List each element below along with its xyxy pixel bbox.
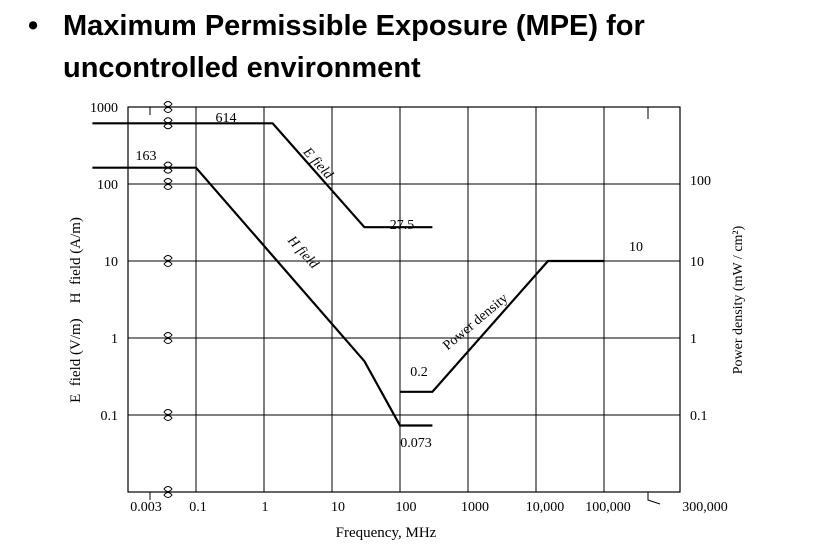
axis-break-marks bbox=[163, 101, 173, 498]
break-mark bbox=[163, 415, 173, 421]
break-mark bbox=[163, 255, 173, 261]
x-tick-label: 1000 bbox=[461, 500, 489, 515]
data-label: 27.5 bbox=[390, 218, 415, 233]
series-line-power-density bbox=[400, 259, 604, 393]
break-mark bbox=[163, 184, 173, 190]
x-tick-label: 1 bbox=[262, 500, 269, 515]
x-tick-label: 10,000 bbox=[526, 500, 565, 515]
y-tick-label-right: 1 bbox=[690, 332, 697, 347]
chart-frame bbox=[127, 106, 681, 505]
slide-title-line-1: Maximum Permissible Exposure (MPE) for bbox=[63, 10, 645, 42]
plot-frame bbox=[127, 106, 681, 493]
y-tick-label-left: 1 bbox=[111, 332, 118, 347]
x-tick-label: 100,000 bbox=[585, 500, 631, 515]
x-tick-label: 0.003 bbox=[130, 500, 162, 515]
y-tick-label-right: 0.1 bbox=[690, 409, 708, 424]
break-mark bbox=[163, 123, 173, 130]
break-mark bbox=[163, 101, 173, 107]
y-axis-label-right: Power density (mW / cm²) bbox=[731, 225, 746, 374]
series-line-e-field bbox=[92, 122, 433, 229]
break-mark bbox=[163, 161, 173, 168]
tick-labels: 0.003 0.1 1 10 100 1000 10,000 100,000 300,00010… bbox=[90, 101, 728, 515]
break-mark bbox=[163, 486, 173, 492]
data-label: 0.2 bbox=[410, 365, 428, 380]
y-axis-label-left: E field (V/m) H field (A/m) bbox=[68, 217, 84, 403]
chart-annotations: 614 163 27.5 10 0.2 0.073 bbox=[136, 111, 644, 451]
y-tick-label-left: 0.1 bbox=[101, 409, 119, 424]
break-mark bbox=[163, 332, 173, 338]
break-mark bbox=[163, 117, 173, 124]
y-tick-label-right: 10 bbox=[690, 255, 704, 270]
x-tick-300000 bbox=[647, 492, 661, 505]
x-tick-label: 100 bbox=[396, 500, 417, 515]
bullet-glyph: • bbox=[28, 10, 39, 42]
x-tick-label: 0.1 bbox=[189, 500, 207, 515]
break-mark bbox=[163, 409, 173, 415]
break-mark bbox=[163, 178, 173, 184]
x-tick-label: 300,000 bbox=[682, 500, 728, 515]
y-tick-label-left: 1000 bbox=[90, 101, 118, 116]
data-label: 0.073 bbox=[400, 436, 432, 451]
x-tick-label: 10 bbox=[331, 500, 345, 515]
break-mark bbox=[163, 492, 173, 498]
y-tick-label-right: 100 bbox=[690, 174, 711, 189]
chart-series bbox=[92, 122, 604, 427]
series-line-h-field bbox=[92, 166, 433, 427]
x-axis-label: Frequency, MHz bbox=[336, 525, 437, 541]
data-label: 614 bbox=[216, 111, 237, 126]
data-label: 10 bbox=[629, 240, 643, 255]
y-tick-label-left: 10 bbox=[104, 255, 118, 270]
break-mark bbox=[163, 167, 173, 174]
break-mark bbox=[163, 338, 173, 344]
data-label: 163 bbox=[136, 149, 157, 164]
slide-title-line-2: uncontrolled environment bbox=[63, 52, 421, 84]
y-tick-label-left: 100 bbox=[97, 178, 118, 193]
series-label-h-field: H field bbox=[283, 233, 321, 273]
chart-grid bbox=[128, 107, 680, 492]
series-label-e-field: E field bbox=[299, 144, 336, 183]
break-mark bbox=[163, 107, 173, 113]
break-mark bbox=[163, 261, 173, 267]
